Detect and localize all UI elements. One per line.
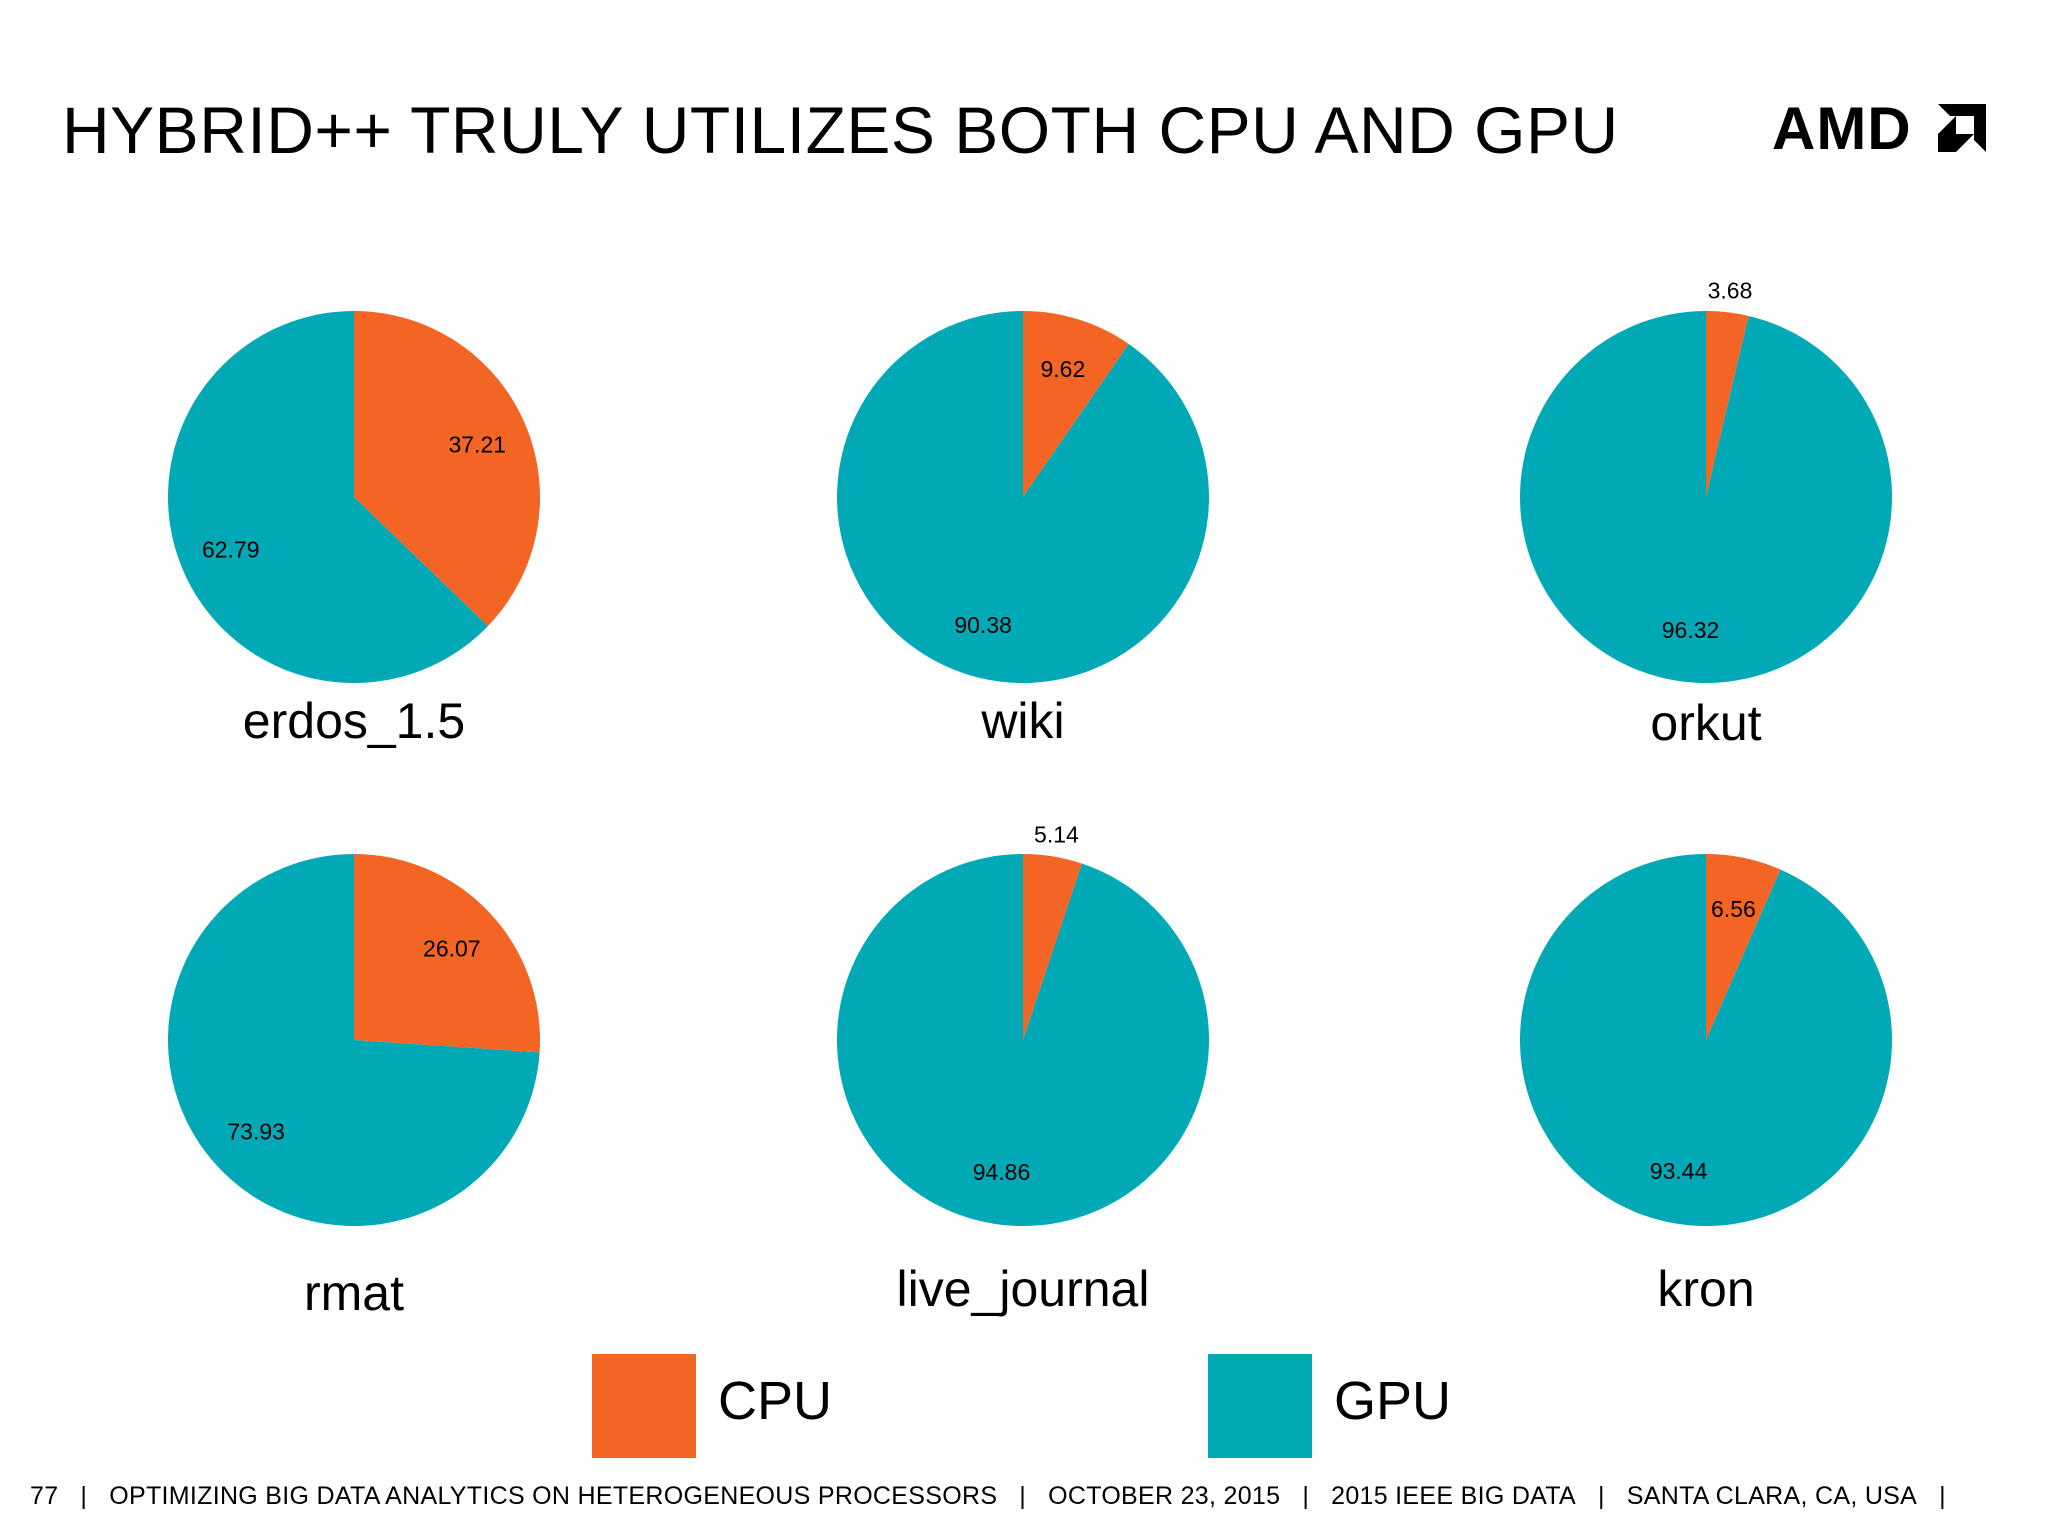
pie-title: kron	[1657, 1261, 1754, 1317]
pie-data-label: 94.86	[973, 1159, 1031, 1185]
amd-arrow-icon	[1938, 104, 1986, 152]
footer-sep: |	[1019, 1482, 1027, 1510]
footer-date: OCTOBER 23, 2015	[1048, 1482, 1281, 1510]
pie-data-label: 62.79	[202, 536, 260, 562]
pie-slice-cpu	[354, 854, 540, 1053]
pie-data-label: 93.44	[1650, 1158, 1708, 1184]
pie-data-label: 96.32	[1662, 617, 1720, 643]
footer-sep: |	[1939, 1482, 1946, 1510]
pie-slice-gpu	[1519, 311, 1892, 684]
pie-data-label: 6.56	[1711, 896, 1756, 922]
legend-label-cpu: CPU	[718, 1371, 833, 1431]
slide-title: HYBRID++ TRULY UTILIZES BOTH CPU AND GPU	[62, 93, 1619, 167]
pie-data-label: 73.93	[227, 1118, 285, 1144]
pie-title: live_journal	[897, 1261, 1150, 1317]
pie-slice-gpu	[836, 854, 1209, 1226]
pie-slice-gpu	[168, 854, 540, 1226]
pie-data-label: 9.62	[1040, 356, 1085, 382]
pie-slice-gpu	[837, 311, 1210, 683]
pie-data-label: 37.21	[448, 432, 506, 458]
pie-title: wiki	[980, 693, 1064, 749]
legend-label-gpu: GPU	[1334, 1371, 1452, 1431]
logo-text: AMD	[1772, 95, 1912, 162]
pie-title: erdos_1.5	[243, 693, 465, 749]
pie-slice-cpu	[1023, 854, 1083, 1040]
pie-slice-cpu	[1023, 311, 1129, 497]
footer-sep: |	[1302, 1482, 1310, 1510]
pie-data-label: 3.68	[1708, 277, 1753, 303]
pie-slice-cpu	[1706, 311, 1749, 497]
pie-slice-gpu	[168, 311, 488, 683]
legend-swatch-cpu	[592, 1354, 696, 1458]
pie-slice-gpu	[1519, 853, 1892, 1226]
legend-swatch-gpu	[1208, 1354, 1312, 1458]
pie-data-label: 5.14	[1034, 822, 1079, 848]
amd-logo: AMD	[1772, 95, 1992, 162]
footer-sep: |	[80, 1482, 88, 1510]
footer: 77 | OPTIMIZING BIG DATA ANALYTICS ON HETE…	[30, 1482, 1968, 1511]
footer-sep: |	[1597, 1482, 1605, 1510]
footer-location: SANTA CLARA, CA, USA	[1626, 1482, 1918, 1510]
pie-title: rmat	[304, 1265, 404, 1321]
footer-venue: 2015 IEEE BIG DATA	[1331, 1482, 1576, 1510]
pie-title: orkut	[1650, 695, 1761, 751]
footer-talk: OPTIMIZING BIG DATA ANALYTICS ON HETEROG…	[109, 1482, 998, 1510]
footer-page: 77	[30, 1482, 59, 1510]
pie-slice-cpu	[354, 311, 541, 627]
pie-data-label: 26.07	[423, 936, 481, 962]
pie-slice-cpu	[1706, 854, 1781, 1040]
pie-data-label: 90.38	[954, 612, 1012, 638]
